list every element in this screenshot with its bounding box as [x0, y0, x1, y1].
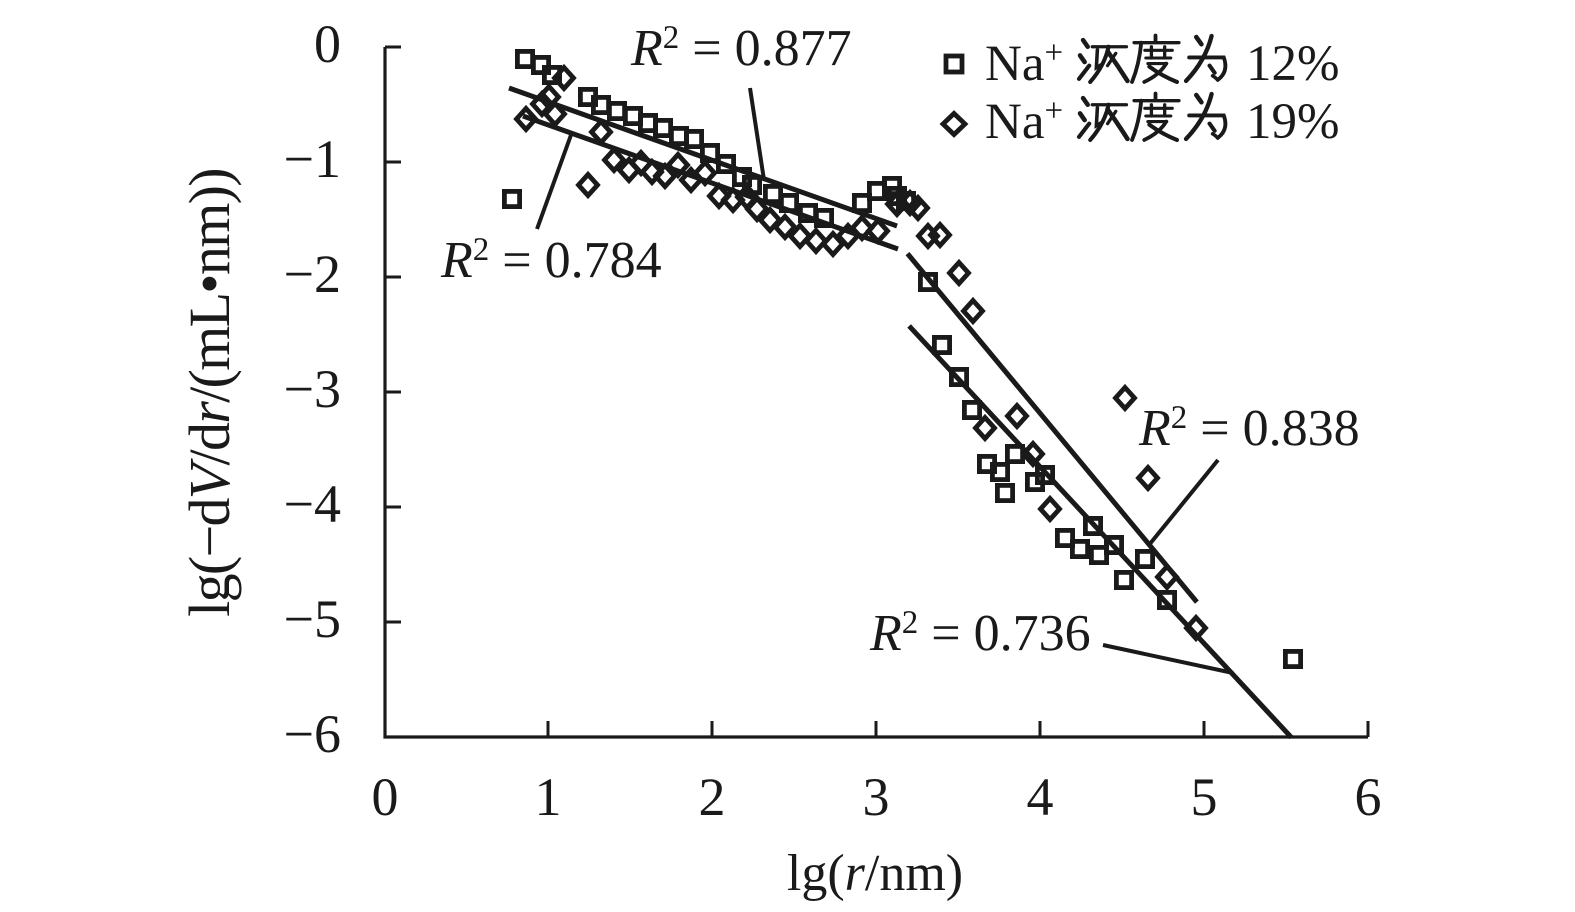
- svg-text:12%: 12%: [1246, 36, 1339, 92]
- svg-text:−1: −1: [284, 129, 341, 189]
- svg-text:5: 5: [1191, 767, 1218, 827]
- svg-text:3: 3: [863, 767, 890, 827]
- svg-text:R2 = 0.784: R2 = 0.784: [440, 232, 662, 289]
- svg-text:R2 = 0.838: R2 = 0.838: [1138, 400, 1360, 457]
- svg-text:−5: −5: [284, 589, 341, 649]
- svg-text:2: 2: [699, 767, 726, 827]
- svg-text:lg(−dV/dr/(mL•nm)): lg(−dV/dr/(mL•nm)): [177, 169, 242, 617]
- svg-text:6: 6: [1355, 767, 1382, 827]
- svg-text:−4: −4: [284, 474, 341, 534]
- svg-text:−3: −3: [284, 359, 341, 419]
- svg-text:19%: 19%: [1246, 94, 1339, 150]
- svg-text:4: 4: [1027, 767, 1054, 827]
- svg-text:R2 = 0.877: R2 = 0.877: [630, 20, 852, 77]
- svg-text:lg(r/nm): lg(r/nm): [787, 845, 963, 902]
- svg-text:0: 0: [314, 14, 341, 74]
- svg-text:−2: −2: [284, 244, 341, 304]
- svg-text:0: 0: [372, 767, 399, 827]
- svg-text:R2 = 0.736: R2 = 0.736: [869, 605, 1091, 662]
- svg-text:1: 1: [535, 767, 562, 827]
- svg-text:−6: −6: [284, 704, 341, 764]
